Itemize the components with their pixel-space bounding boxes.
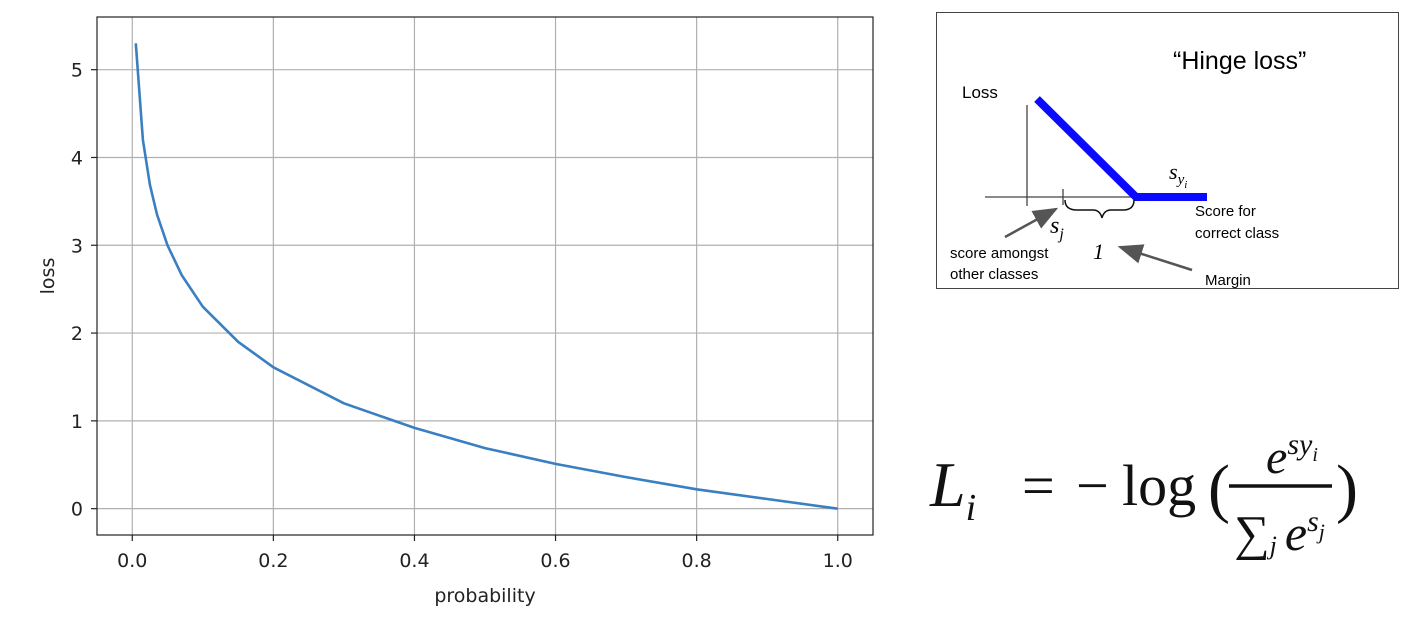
formula-lhs: Li: [929, 449, 976, 529]
other-score-arrow: [1004, 207, 1059, 239]
margin-label: Margin: [1205, 272, 1251, 289]
x-tick-label: 0.4: [399, 550, 429, 572]
formula-open-paren: (: [1208, 452, 1230, 525]
plot-frame: [96, 16, 874, 536]
x-tick-label: 0.2: [258, 550, 288, 572]
loss-curve: [134, 43, 838, 510]
margin-arrow: [1117, 244, 1193, 272]
hinge-title: “Hinge loss”: [1173, 47, 1306, 75]
y-tick-label: 0: [71, 499, 83, 521]
y-tick-label: 2: [71, 323, 83, 345]
formula-log: log: [1122, 453, 1196, 518]
loss-axis-label: Loss: [962, 83, 998, 102]
formula-minus: −: [1076, 453, 1109, 518]
score-correct-label-1: Score for: [1195, 203, 1256, 220]
ticks: 0.0 0.2 0.4 0.6 0.8 1.0 0 1 2 3 4 5: [71, 60, 853, 572]
loss-plot: 0.0 0.2 0.4 0.6 0.8 1.0 0 1 2 3 4 5 probability los…: [37, 16, 874, 607]
y-tick-label: 1: [71, 411, 83, 433]
score-correct-label-2: correct class: [1195, 225, 1279, 242]
margin-value: 1: [1093, 239, 1104, 264]
formula-close-paren: ): [1336, 452, 1358, 525]
series: [134, 43, 838, 510]
sj-label: sj: [1050, 213, 1064, 243]
hinge-loss-diagram: “Hinge loss” Loss syi Score for correct …: [936, 12, 1399, 289]
formula-equals: =: [1022, 453, 1055, 518]
margin-brace: [1064, 199, 1135, 219]
formula-numerator: esyi: [1266, 428, 1318, 484]
grid: [97, 17, 873, 535]
y-tick-label: 4: [71, 147, 83, 169]
y-axis-label: loss: [37, 258, 59, 295]
formula-denominator: ∑j esj: [1234, 505, 1325, 560]
x-axis-label: probability: [434, 585, 535, 607]
y-tick-label: 3: [71, 235, 83, 257]
x-tick-label: 0.0: [117, 550, 147, 572]
hinge-loss-line: [1034, 96, 1207, 201]
softmax-loss-formula: Li = − log ( esyi ∑j esj ): [926, 410, 1396, 560]
score-other-label-1: score amongst: [950, 245, 1049, 262]
x-tick-label: 0.8: [682, 550, 712, 572]
plot-area: [97, 17, 873, 535]
score-other-label-2: other classes: [950, 266, 1038, 283]
syi-label: syi: [1169, 159, 1187, 191]
x-tick-label: 0.6: [540, 550, 570, 572]
x-tick-label: 1.0: [823, 550, 853, 572]
y-tick-label: 5: [71, 60, 83, 82]
